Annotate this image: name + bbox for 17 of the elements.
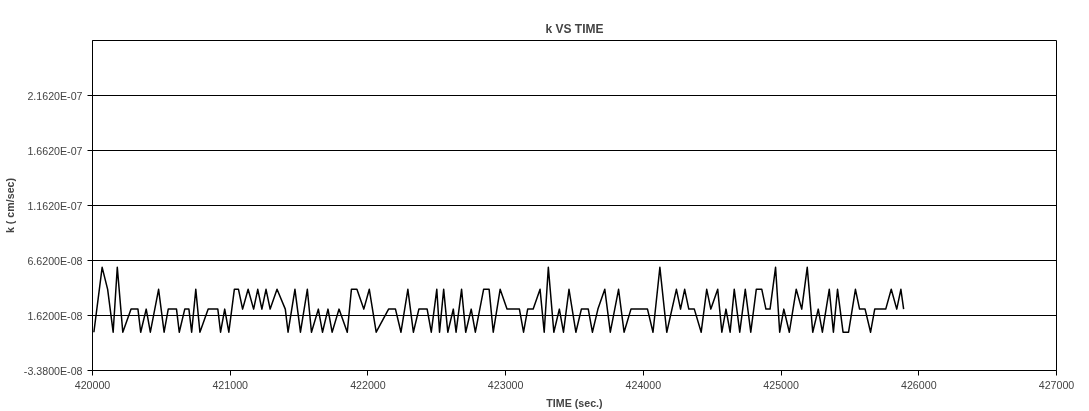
y-tick-label: 6.6200E-08 bbox=[27, 254, 83, 267]
x-tick-label: 423000 bbox=[487, 378, 524, 391]
x-tick-label: 425000 bbox=[763, 378, 799, 391]
y-tick-label: -3.3800E-08 bbox=[23, 364, 83, 377]
x-tick-label: 424000 bbox=[625, 378, 662, 391]
y-tick-label: 1.6200E-08 bbox=[27, 309, 83, 322]
x-tick-label: 421000 bbox=[212, 378, 249, 391]
x-tick-label: 427000 bbox=[1038, 378, 1075, 391]
x-tick-label: 426000 bbox=[901, 378, 937, 391]
y-axis-title: k ( cm/sec) bbox=[3, 177, 16, 234]
y-tick-label: 2.1620E-07 bbox=[27, 89, 83, 102]
x-tick-label: 422000 bbox=[350, 378, 386, 391]
chart-title: k VS TIME bbox=[545, 21, 604, 36]
x-axis-title: TIME (sec.) bbox=[546, 396, 604, 409]
y-tick-label: 1.1620E-07 bbox=[27, 199, 83, 212]
x-tick-label: 420000 bbox=[74, 378, 111, 391]
y-tick-label: 1.6620E-07 bbox=[27, 144, 83, 157]
